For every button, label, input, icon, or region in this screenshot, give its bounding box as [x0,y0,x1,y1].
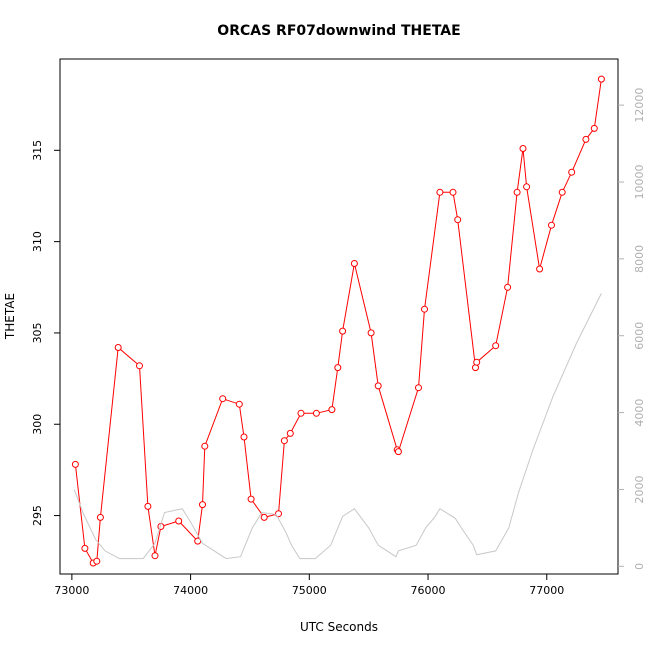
series-0-point [536,265,544,273]
series-0-point [286,429,294,437]
series-0-point [367,329,375,337]
series-0-point [144,502,152,510]
series-0-point [473,358,481,366]
series-1-line [73,293,602,560]
series-0-point [235,400,243,408]
x-tick-label: 74000 [173,584,208,597]
series-0-point [350,260,358,267]
series-0-point [151,552,159,560]
series-0-point [199,501,206,509]
y-axis-label: THETAE [3,293,17,340]
series-0-point [597,75,605,83]
y2-tick-label: 4000 [633,399,646,427]
series-0-point [96,513,104,521]
y2-tick-label: 2000 [633,475,646,503]
y2-tick-label: 8000 [633,245,646,273]
series-0-point [114,344,122,351]
series-0-point [136,362,143,370]
series-0-point [175,517,183,525]
y-tick-label: 310 [31,231,44,252]
y2-tick-label: 0 [633,563,646,570]
series-0-point [328,406,336,414]
series-0-point [71,460,79,468]
series-0-point [201,442,209,450]
plot-frame [59,58,619,575]
y2-tick-label: 12000 [633,88,646,123]
axes-group: 73000 74000 75000 76000 77000 295 300 305 310 315… [31,88,646,597]
series-0-point [93,557,101,565]
y-tick-label: 315 [31,140,44,161]
series-0-point [454,216,462,224]
series-0-point [312,409,320,417]
series-0-point [415,384,422,392]
series-0-point [219,395,227,403]
series-0-point [590,124,598,132]
x-axis-label: UTC Seconds [300,620,378,634]
series-0-point [519,145,527,152]
y-tick-label: 300 [31,414,44,435]
x-tick-label: 75000 [292,584,327,597]
y-tick-label: 305 [31,322,44,343]
series-0-point [504,283,512,291]
series-0-point [247,495,255,503]
series-0-point [523,183,531,191]
series-0-point [260,513,268,521]
series-0-point [421,305,428,313]
x-tick-label: 73000 [54,584,89,597]
series-group [71,75,605,567]
series-0-point [334,364,342,372]
y2-tick-label: 6000 [633,322,646,350]
series-0-point [394,448,402,456]
series-0-point [436,188,444,196]
chart-title: ORCAS RF07downwind THETAE [217,23,460,39]
series-0-point [339,327,347,335]
series-0-point [240,433,248,441]
series-0-point [513,188,521,196]
series-0-point [568,168,576,176]
series-0-point [449,188,457,196]
series-0-point [297,409,305,417]
series-0-point [548,221,555,229]
series-0-point [582,135,590,143]
series-0-point [280,437,288,445]
series-0-point [558,188,566,196]
y2-tick-label: 10000 [633,164,646,199]
series-0-point [374,382,382,390]
x-tick-label: 76000 [411,584,446,597]
series-0-point [492,342,500,350]
x-tick-label: 77000 [529,584,564,597]
y-tick-label: 295 [31,505,44,526]
series-0-point [81,544,89,552]
